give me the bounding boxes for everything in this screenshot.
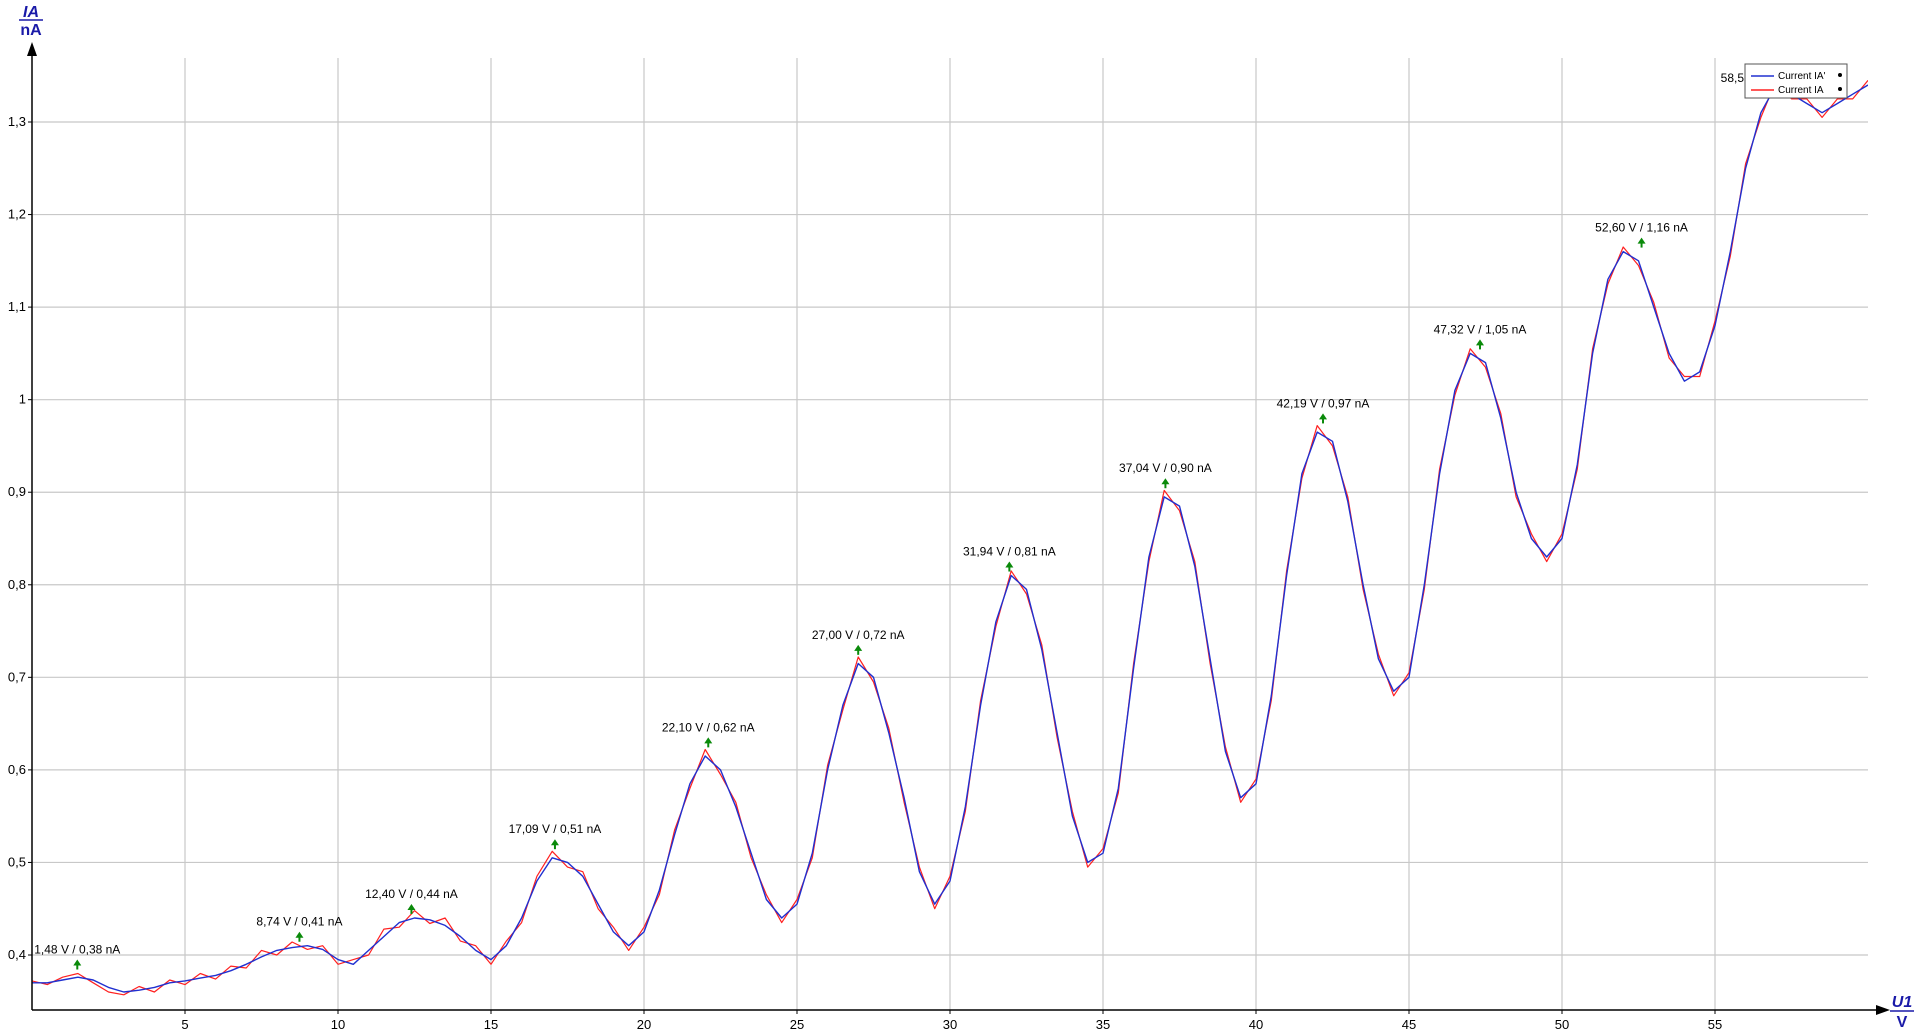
y-tick-label: 1 xyxy=(19,392,26,407)
peak-label: 37,04 V / 0,90 nA xyxy=(1119,461,1212,475)
curves-layer xyxy=(32,79,1868,996)
peak-marker-arrow-icon xyxy=(854,644,863,651)
peak-marker-arrow-icon xyxy=(1005,561,1014,568)
peak-marker-arrow-icon xyxy=(1319,413,1328,420)
peak-marker-arrow-icon xyxy=(1475,339,1484,346)
x-tick-label: 5 xyxy=(181,1017,188,1032)
x-tick-label: 55 xyxy=(1708,1017,1722,1032)
y-tick-label: 0,4 xyxy=(8,947,26,962)
grid-lines xyxy=(32,58,1868,1010)
peak-marker-arrow-icon xyxy=(1637,237,1646,244)
peak-label: 8,74 V / 0,41 nA xyxy=(256,915,342,929)
peak-markers-layer: 1,48 V / 0,38 nA 8,74 V / 0,41 nA 12,40 V … xyxy=(34,70,1827,970)
legend-box xyxy=(1744,63,1848,99)
peak-label: 42,19 V / 0,97 nA xyxy=(1277,396,1370,410)
peak-label: 22,10 V / 0,62 nA xyxy=(662,720,755,734)
x-tick-label: 35 xyxy=(1096,1017,1110,1032)
axes-layer xyxy=(27,42,1890,1015)
x-axis-arrow-icon xyxy=(1876,1005,1890,1015)
x-tick-label: 30 xyxy=(943,1017,957,1032)
legend: Current IA' Current IA xyxy=(1744,63,1848,99)
peak-marker-arrow-icon xyxy=(295,931,304,938)
legend-entry-current-ia: Current IA xyxy=(1778,85,1824,96)
peak-label: 12,40 V / 0,44 nA xyxy=(365,887,458,901)
y-axis-arrow-icon xyxy=(27,42,37,56)
series-line-current-ia-prime xyxy=(32,84,1868,993)
peak-marker-arrow-icon xyxy=(704,737,713,744)
peak-label: 47,32 V / 1,05 nA xyxy=(1434,322,1527,336)
x-tick-label: 45 xyxy=(1402,1017,1416,1032)
peak-label: 27,00 V / 0,72 nA xyxy=(812,628,905,642)
peak-marker-arrow-icon xyxy=(73,959,82,966)
y-tick-label: 1,2 xyxy=(8,207,26,222)
y-tick-label: 0,7 xyxy=(8,669,26,684)
peak-label: 17,09 V / 0,51 nA xyxy=(509,822,602,836)
x-tick-label: 15 xyxy=(484,1017,498,1032)
y-tick-label: 1,3 xyxy=(8,114,26,129)
x-tick-label: 10 xyxy=(331,1017,345,1032)
x-tick-label: 20 xyxy=(637,1017,651,1032)
legend-dot-icon xyxy=(1838,87,1842,91)
peak-label: 1,48 V / 0,38 nA xyxy=(34,943,120,957)
peak-label: 58,5 xyxy=(1721,71,1745,85)
x-tick-label: 25 xyxy=(790,1017,804,1032)
y-tick-label: 1,1 xyxy=(8,299,26,314)
tick-labels-layer: 5 10 15 20 25 30 35 40 45 50 55 0,4 0,5 0,6 0,7 0,8 0,9 1… xyxy=(8,114,1722,1032)
x-tick-label: 50 xyxy=(1555,1017,1569,1032)
legend-entry-current-ia-prime: Current IA' xyxy=(1778,71,1826,82)
y-axis-label: IA xyxy=(23,4,39,21)
peak-marker-arrow-icon xyxy=(1161,478,1170,485)
peak-marker-arrow-icon xyxy=(550,839,559,846)
x-axis-unit: V xyxy=(1897,1014,1908,1031)
y-tick-label: 0,8 xyxy=(8,577,26,592)
y-tick-label: 0,9 xyxy=(8,484,26,499)
y-tick-label: 0,5 xyxy=(8,854,26,869)
y-axis-unit: nA xyxy=(20,22,42,39)
legend-dot-icon xyxy=(1838,73,1842,77)
series-line-current-ia xyxy=(32,79,1868,996)
peak-label: 31,94 V / 0,81 nA xyxy=(963,545,1056,559)
x-tick-label: 40 xyxy=(1249,1017,1263,1032)
y-tick-label: 0,6 xyxy=(8,762,26,777)
peak-marker-arrow-icon xyxy=(407,903,416,910)
peak-label: 52,60 V / 1,16 nA xyxy=(1595,221,1688,235)
x-axis-label: U1 xyxy=(1892,994,1913,1011)
